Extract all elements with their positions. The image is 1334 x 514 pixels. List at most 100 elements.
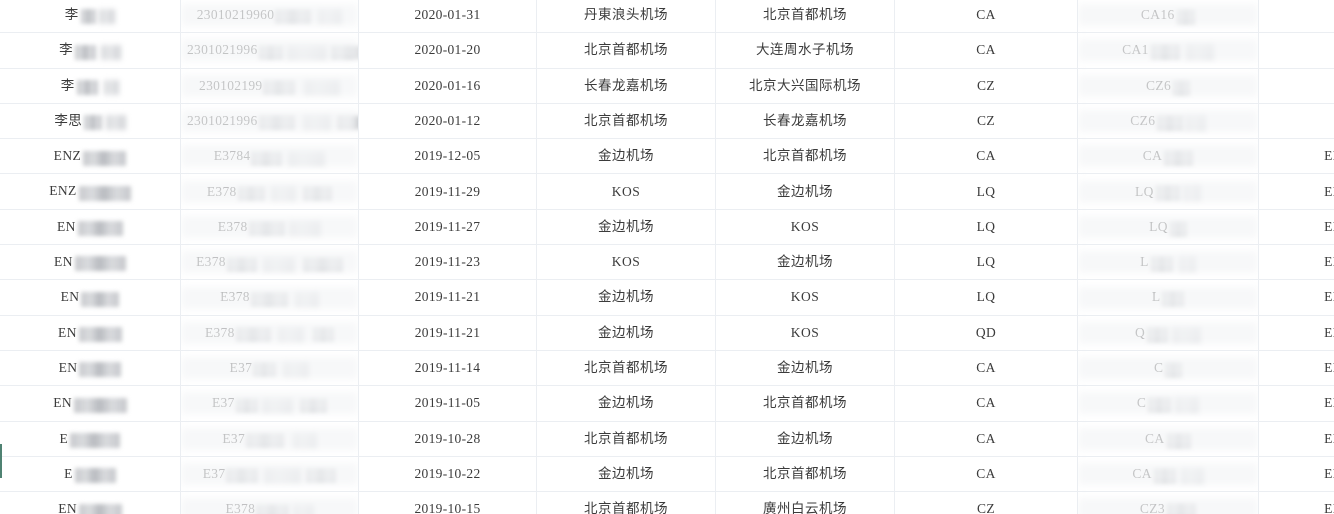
redaction-blur [293, 504, 314, 514]
cell-airline-code: CA [894, 32, 1078, 69]
booking-agent-value: ENZHU [1324, 289, 1334, 305]
cell-id-number: E378 [180, 315, 359, 351]
cell-flight-number: CA [1077, 456, 1259, 493]
cell-flight-date: 2020-01-31 [358, 0, 537, 34]
cell-passenger-name: 李思 [0, 103, 181, 140]
cell-departure-airport: KOS [536, 244, 716, 281]
departure-airport-value: 北京首都机场 [584, 42, 668, 58]
table-row[interactable]: E E37 2019-10-22 金边机场 北京首都机场 CA CA ENZHU [0, 456, 1334, 493]
redaction-blur [248, 222, 285, 236]
flight-number-value: C [1154, 360, 1164, 376]
cell-passenger-name: EN [0, 385, 181, 422]
redaction-blur [1165, 362, 1182, 377]
cell-booking-agent: ENZHU [1258, 209, 1334, 246]
cell-arrival-airport: KOS [715, 279, 895, 316]
arrival-airport-value: KOS [790, 324, 820, 340]
cell-departure-airport: 北京首都机场 [536, 32, 716, 69]
id-number-value: E378 [225, 501, 256, 514]
redaction-blur [336, 116, 358, 130]
table-row[interactable]: ENZ E3784 2019-12-05 金边机场 北京首都机场 CA CA ENZHU [0, 138, 1334, 175]
cell-departure-airport: 金边机场 [536, 209, 716, 246]
cell-id-number: E378 [180, 491, 359, 514]
cell-airline-code: CA [894, 138, 1078, 175]
departure-airport-value: 北京首都机场 [584, 501, 668, 514]
passenger-name-value: E [59, 430, 69, 446]
redaction-blur [1185, 115, 1206, 130]
departure-airport-value: 金边机场 [598, 465, 654, 481]
arrival-airport-value: 北京首都机场 [763, 465, 847, 481]
cell-id-number: E378 [180, 279, 359, 316]
redaction-blur [1183, 186, 1202, 201]
cell-flight-date: 2020-01-12 [358, 103, 537, 140]
redaction-blur [1147, 327, 1168, 342]
booking-agent-value: ENZHU [1324, 465, 1334, 481]
redaction-blur [1169, 221, 1187, 236]
redaction-blur [74, 397, 127, 413]
cell-flight-number: CZ6 [1077, 68, 1259, 104]
flight-date-value: 2020-01-12 [414, 112, 481, 128]
id-number-value: E378 [206, 183, 237, 199]
cell-airline-code: LQ [894, 279, 1078, 316]
table-row[interactable]: 李 2301021996 2020-01-20 北京首都机场 大连周水子机场 CA CA1 [0, 32, 1334, 69]
flight-date-value: 2019-11-21 [414, 289, 481, 305]
cell-departure-airport: KOS [536, 173, 716, 210]
redaction-blur [312, 328, 335, 342]
redaction-blur [275, 10, 311, 24]
cell-booking-agent: ENZHU [1258, 491, 1334, 514]
redaction-blur [75, 44, 97, 60]
table-row[interactable]: ENZ E378 2019-11-29 KOS 金边机场 LQ LQ ENZHU [0, 173, 1334, 210]
redaction-blur [303, 81, 340, 95]
cell-passenger-name: ENZ [0, 173, 181, 210]
cell-arrival-airport: 金边机场 [715, 173, 895, 210]
redaction-blur [1148, 398, 1172, 413]
flight-date-value: 2019-10-28 [414, 430, 481, 446]
redaction-blur [292, 434, 317, 448]
cell-passenger-name: EN [0, 315, 181, 351]
cell-arrival-airport: 北京首都机场 [715, 0, 895, 34]
redaction-blur [1181, 468, 1204, 483]
redaction-blur [1150, 45, 1181, 60]
table-row[interactable]: EN E378 2019-11-27 金边机场 KOS LQ LQ ENZHU [0, 209, 1334, 246]
table-row[interactable]: 李 230102199 2020-01-16 长春龙嘉机场 北京大兴国际机场 CZ CZ6 [0, 68, 1334, 104]
cell-flight-number: CZ3 [1077, 491, 1259, 514]
table-row[interactable]: EN E378 2019-11-21 金边机场 KOS LQ L ENZHU [0, 279, 1334, 316]
cell-flight-date: 2019-11-29 [358, 173, 537, 210]
passenger-name-value: EN [53, 395, 72, 411]
cell-id-number: 230102199 [180, 68, 359, 104]
arrival-airport-value: KOS [790, 289, 820, 305]
cell-departure-airport: 金边机场 [536, 385, 716, 422]
cell-airline-code: CA [894, 456, 1078, 493]
cell-passenger-name: E [0, 456, 181, 493]
table-row[interactable]: EN E378 2019-11-21 金边机场 KOS QD Q ENZHU [0, 315, 1334, 351]
cell-airline-code: CZ [894, 68, 1078, 104]
passenger-name-value: 李 [60, 77, 75, 93]
cell-flight-number: C [1077, 350, 1259, 387]
redaction-blur [258, 116, 295, 130]
arrival-airport-value: 金边机场 [777, 183, 833, 199]
cell-arrival-airport: 金边机场 [715, 350, 895, 387]
id-number-value: E378 [220, 289, 250, 305]
cell-passenger-name: 李 [0, 32, 181, 69]
passenger-name-value: 李 [64, 6, 79, 22]
flight-number-value: CA16 [1140, 7, 1175, 23]
id-number-value: E378 [204, 324, 235, 340]
cell-arrival-airport: 北京首都机场 [715, 385, 895, 422]
table-row[interactable]: 李思 2301021996 2020-01-12 北京首都机场 长春龙嘉机场 CZ CZ6 [0, 103, 1334, 140]
table-row[interactable]: EN E37 2019-11-14 北京首都机场 金边机场 CA C ENZHU [0, 350, 1334, 387]
redaction-blur [288, 151, 326, 165]
table-row[interactable]: EN E378 2019-11-23 KOS 金边机场 LQ L ENZHU [0, 244, 1334, 281]
airline-code-value: CA [976, 7, 996, 23]
cell-flight-date: 2020-01-16 [358, 68, 537, 104]
table-row[interactable]: E E37 2019-10-28 北京首都机场 金边机场 CA CA ENZHU [0, 421, 1334, 457]
redaction-blur [263, 81, 296, 95]
table-row[interactable]: EN E378 2019-10-15 北京首都机场 廣州白云机场 CZ CZ3 ENZHU [0, 491, 1334, 514]
cell-id-number: 2301021996 [180, 103, 359, 140]
cell-booking-agent: ENZHU [1258, 350, 1334, 387]
cell-flight-number: L [1077, 279, 1259, 316]
cell-id-number: E378 [180, 209, 359, 246]
table-row[interactable]: EN E37 2019-11-05 金边机场 北京首都机场 CA C ENZHU [0, 385, 1334, 422]
passenger-name-value: 李思 [54, 112, 83, 128]
table-row[interactable]: 李 23010219960 2020-01-31 丹東浪头机场 北京首都机场 CA CA16 [0, 0, 1334, 34]
cell-booking-agent: ENZHU [1258, 315, 1334, 351]
